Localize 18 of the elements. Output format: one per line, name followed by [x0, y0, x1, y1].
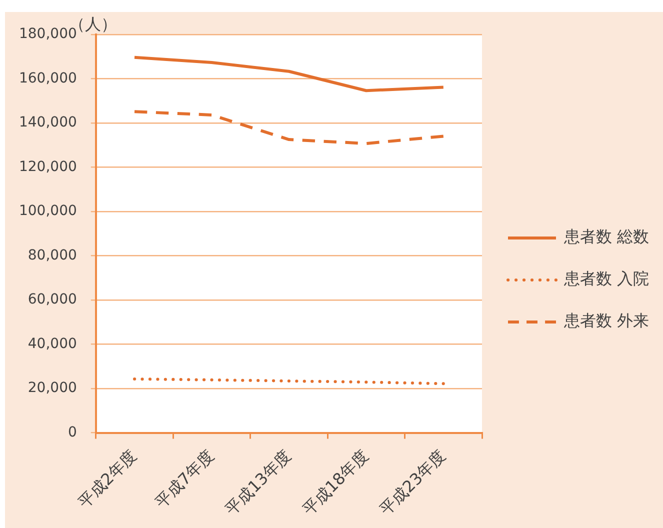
x-tick-label: 平成13年度: [222, 446, 295, 519]
x-tick-label: 平成2年度: [74, 446, 140, 512]
y-tick-label: 40,000: [28, 336, 77, 352]
x-tick-label: 平成18年度: [298, 446, 372, 519]
line-series: [133, 110, 445, 146]
legend-label: 患者数 入院: [563, 269, 650, 288]
y-tick-label: 100,000: [18, 203, 77, 220]
x-tick-label: 平成7年度: [152, 446, 218, 512]
y-tick-label: 60,000: [28, 292, 77, 308]
y-tick-label: 80,000: [28, 247, 77, 264]
x-tick-label: 平成23年度: [376, 446, 450, 519]
y-tick-label: 20,000: [28, 380, 77, 396]
y-tick-label: 0: [68, 424, 77, 440]
y-tick-label: 120,000: [18, 158, 77, 175]
y-tick-label: 160,000: [18, 70, 77, 86]
legend-label: 患者数 外来: [563, 311, 650, 330]
y-tick-label: 140,000: [18, 114, 77, 131]
legend-label: 患者数 総数: [563, 227, 650, 246]
